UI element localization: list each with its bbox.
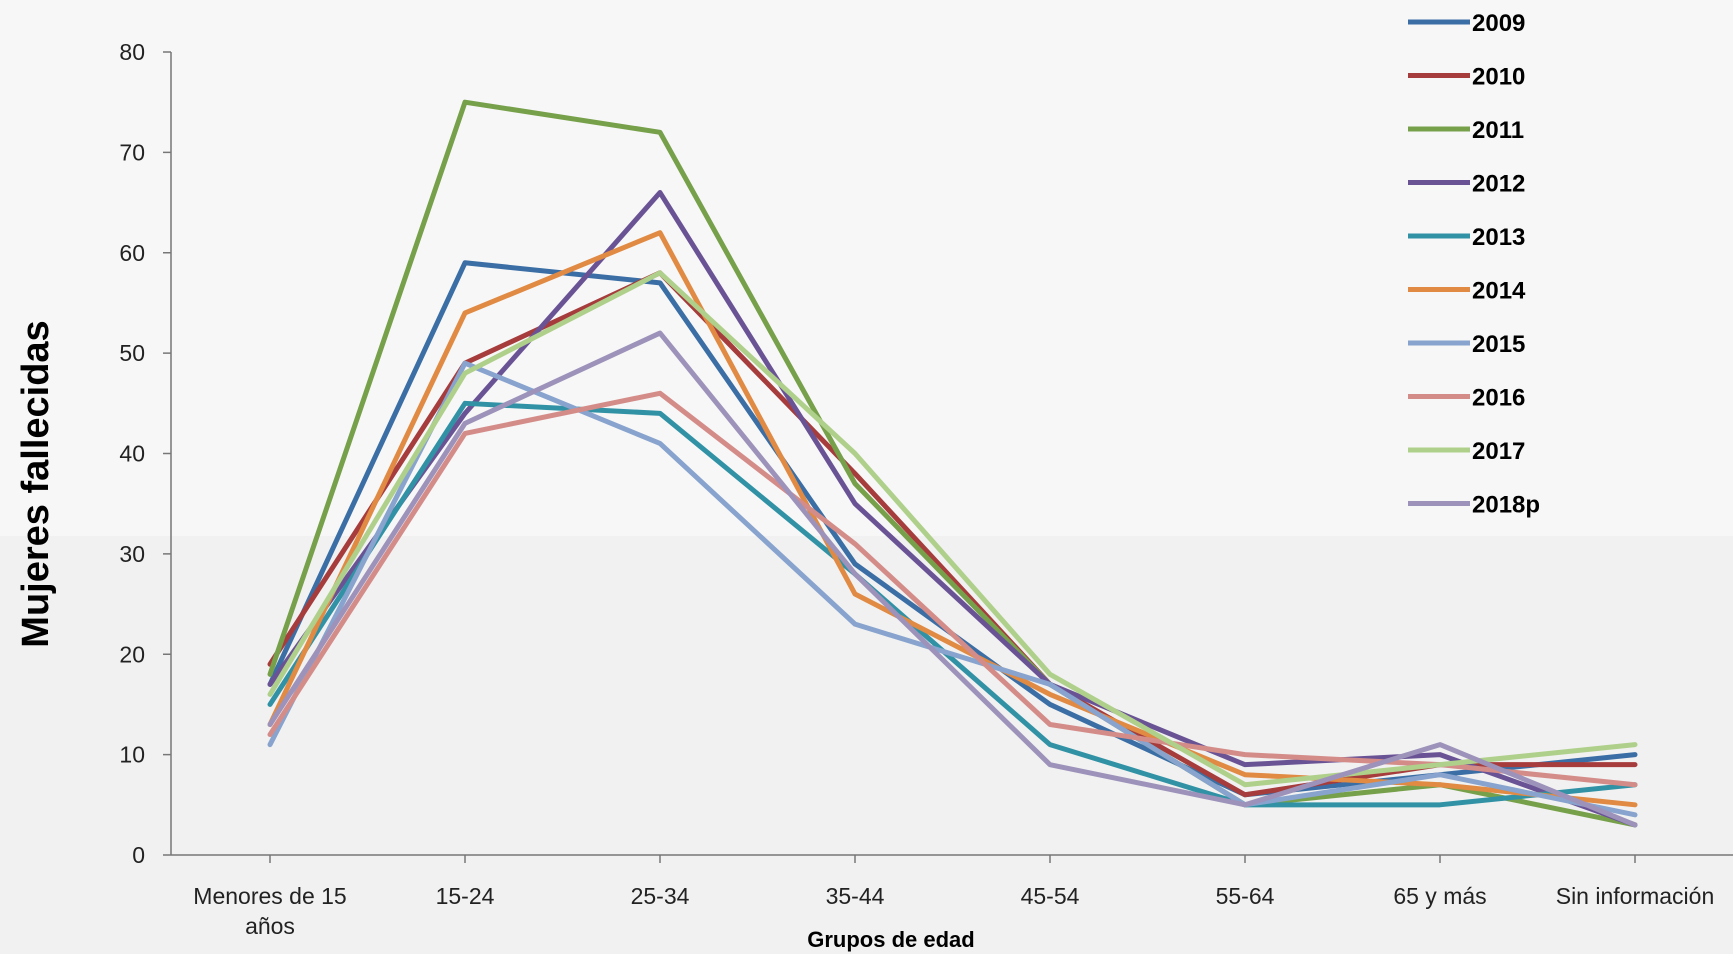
y-tick-label: 60 [119, 240, 145, 266]
y-tick-label: 80 [119, 39, 145, 65]
legend: 2009 2010 2011 2012 2013 2014 2015 2016 2017 2018… [1408, 10, 1540, 519]
x-axis-label: Grupos de edad [807, 927, 974, 952]
y-tick-label: 20 [119, 641, 145, 667]
y-tick-label: 0 [132, 842, 145, 868]
x-tick-label: 55-64 [1216, 883, 1275, 909]
y-tick-label: 40 [119, 441, 145, 467]
series-lines [267, 99, 1638, 828]
legend-label-2009: 2009 [1472, 10, 1525, 37]
y-axis-label: Mujeres fallecidas [15, 320, 57, 647]
legend-label-2012: 2012 [1472, 171, 1525, 198]
series-line-2013 [267, 400, 1638, 808]
x-axis: Menores de 15 años 15-24 25-34 35-44 45-54 55-… [171, 854, 1733, 939]
series-line-2018p [267, 330, 1638, 828]
y-tick-label: 50 [119, 340, 145, 366]
legend-label-2015: 2015 [1472, 331, 1525, 358]
y-tick-label: 70 [119, 139, 145, 165]
legend-label-2014: 2014 [1472, 278, 1526, 305]
series-line-2011 [267, 99, 1638, 828]
x-tick-label: 65 y más [1393, 883, 1486, 909]
series-line-2016 [267, 390, 1638, 788]
legend-label-2018p: 2018p [1472, 492, 1540, 519]
y-axis: 0 10 20 30 40 50 60 70 80 [119, 39, 172, 868]
y-tick-label: 10 [119, 742, 145, 768]
legend-label-2017: 2017 [1472, 438, 1525, 465]
x-tick-label: 15-24 [436, 883, 495, 909]
legend-label-2011: 2011 [1472, 117, 1524, 144]
x-tick-label: Menores de 15 años [193, 883, 346, 939]
legend-label-2010: 2010 [1472, 64, 1525, 91]
y-tick-label: 30 [119, 541, 145, 567]
legend-label-2013: 2013 [1472, 224, 1525, 251]
x-tick-label: 35-44 [826, 883, 885, 909]
series-line-2014 [267, 230, 1638, 808]
series-line-2015 [267, 360, 1638, 818]
series-line-2017 [267, 270, 1638, 788]
chart-background-top [0, 0, 1733, 536]
x-tick-label: Sin información [1556, 883, 1715, 909]
x-tick-label: 25-34 [631, 883, 690, 909]
legend-label-2016: 2016 [1472, 385, 1525, 412]
x-tick-label: 45-54 [1021, 883, 1080, 909]
